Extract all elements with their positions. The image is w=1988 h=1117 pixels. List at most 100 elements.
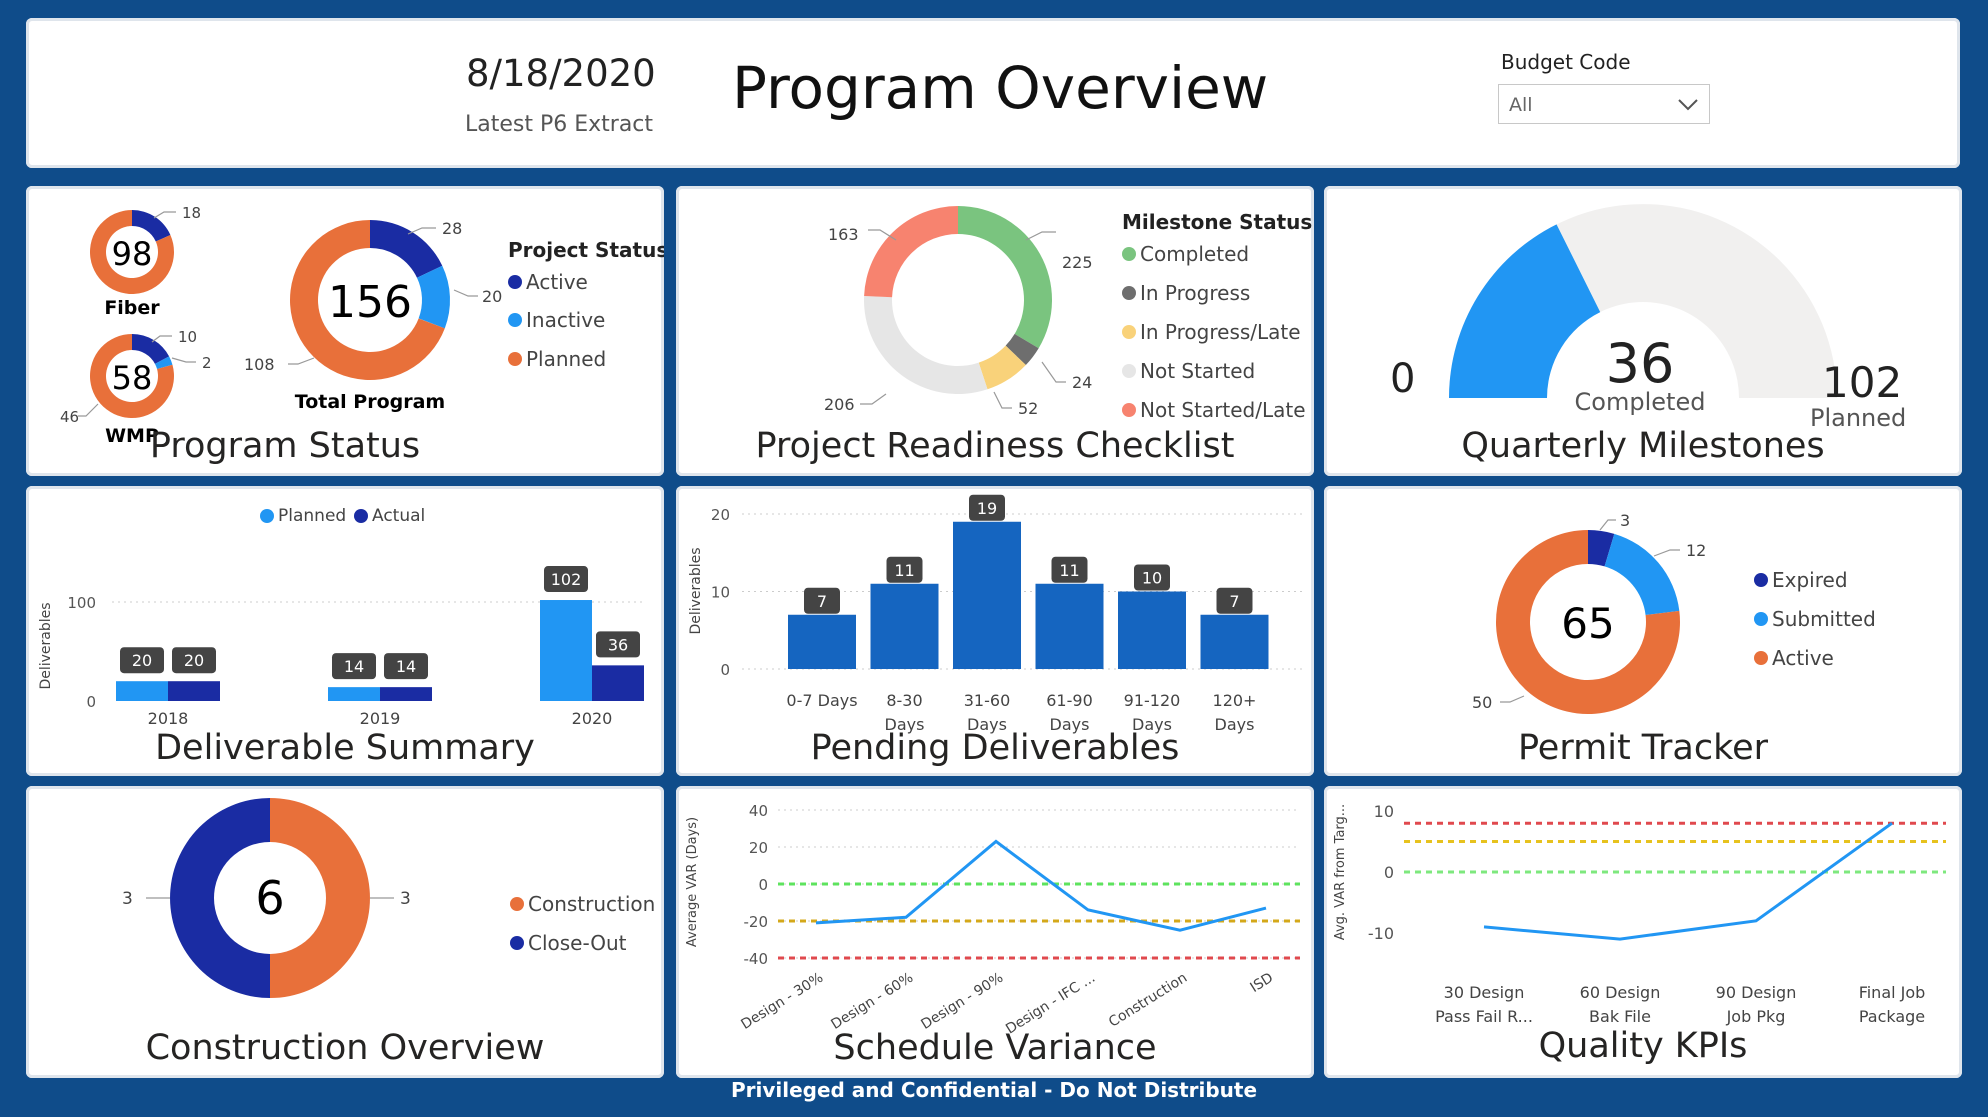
budget-code-dropdown[interactable]: All xyxy=(1498,84,1710,124)
data-label-bg-planned-2018 xyxy=(120,647,164,674)
legend-dot-inactive xyxy=(508,313,522,327)
readiness-donut-slice-2 xyxy=(978,345,1026,390)
construction-donut-chart: 6 3 3 xyxy=(122,798,411,998)
legend-not-started[interactable]: Not Started xyxy=(1122,359,1255,383)
x-tick-0: Design - 30% xyxy=(738,970,826,1033)
x-tick-2: Design - 90% xyxy=(918,970,1006,1033)
wmp-leader-1 xyxy=(171,357,196,363)
y-axis-label: Average VAR (Days) xyxy=(685,817,700,947)
total-data-label-0: 28 xyxy=(442,219,462,238)
legend-actual-bar[interactable]: Actual xyxy=(354,506,425,526)
schedule-variance-chart: 40 20 0 -20 -40 Average VAR (Days) Design - 30… xyxy=(685,802,1300,1037)
x-tick-3-line-1: Package xyxy=(1859,1007,1925,1026)
x-tick-2019: 2019 xyxy=(360,709,401,728)
legend-in-progress-late[interactable]: In Progress/Late xyxy=(1122,320,1301,344)
permit-title: Permit Tracker xyxy=(1517,728,1769,768)
x-tick-0-line-1: Pass Fail R... xyxy=(1435,1007,1533,1026)
confidentiality-footer: Privileged and Confidential - Do Not Dis… xyxy=(730,1078,1258,1102)
data-label-bg-2 xyxy=(969,494,1005,521)
bar-actual-2018 xyxy=(168,681,220,701)
legend-expired[interactable]: Expired xyxy=(1754,568,1848,592)
total-donut-slice-0 xyxy=(370,220,443,278)
x-tick-2018: 2018 xyxy=(148,709,189,728)
quarterly-panel: 0 102 Planned 36 Completed Quarterly Mil… xyxy=(1324,186,1962,476)
legend-active-permit[interactable]: Active xyxy=(1754,646,1834,670)
fiber-donut-slice-0 xyxy=(132,210,171,242)
readiness-donut-chart: 225 24 52 206 163 xyxy=(824,206,1093,418)
x-tick-4-line-1: Days xyxy=(1132,715,1172,734)
chevron-down-icon xyxy=(1678,99,1698,111)
data-label-3: 11 xyxy=(1059,561,1079,580)
permit-data-label-0: 3 xyxy=(1620,511,1630,530)
legend-planned[interactable]: Planned xyxy=(508,347,606,371)
x-tick-4: Construction xyxy=(1106,970,1190,1031)
wmp-donut-slice-2 xyxy=(89,334,174,418)
legend-dot-actual-bar xyxy=(354,509,368,523)
data-label-0: 7 xyxy=(817,592,827,611)
y-tick-1: 0 xyxy=(1384,863,1394,882)
pending-panel: 0 10 20 Deliverables 7 0-7 Days 11 8-30 Days 19 31… xyxy=(676,486,1314,776)
wmp-leader-0 xyxy=(151,335,172,343)
fiber-data-label-0: 18 xyxy=(182,204,201,222)
legend-active[interactable]: Active xyxy=(508,270,588,294)
permit-data-label-2: 50 xyxy=(1472,693,1492,712)
x-tick-1-line-0: 8-30 xyxy=(886,691,922,710)
total-leader-1 xyxy=(453,289,478,297)
x-tick-3-line-0: 61-90 xyxy=(1046,691,1093,710)
quality-title: Quality KPIs xyxy=(1538,1026,1748,1066)
fiber-leader-0 xyxy=(153,211,176,219)
wmp-data-label-0: 10 xyxy=(178,328,197,346)
gauge-max-caption: Planned xyxy=(1810,404,1907,432)
data-label-actual-2020: 36 xyxy=(608,635,628,654)
readiness-panel: 225 24 52 206 163 Milestone Status Completed… xyxy=(676,186,1314,476)
legend-planned-bar[interactable]: Planned xyxy=(260,506,346,526)
x-tick-3-line-0: Final Job xyxy=(1859,983,1926,1002)
legend-dot-planned-bar xyxy=(260,509,274,523)
total-label: Total Program xyxy=(295,391,445,413)
legend-in-progress[interactable]: In Progress xyxy=(1122,281,1250,305)
header-panel: 8/18/2020 Latest P6 Extract Program Over… xyxy=(26,18,1960,168)
budget-code-value: All xyxy=(1509,94,1533,116)
readiness-data-label-2: 52 xyxy=(1018,399,1038,418)
x-tick-2020: 2020 xyxy=(572,709,613,728)
x-tick-2-line-1: Job Pkg xyxy=(1726,1007,1786,1026)
legend-construction[interactable]: Construction xyxy=(510,892,655,916)
pending-deliverables-chart: 0 10 20 Deliverables 7 0-7 Days 11 8-30 Days 19 31… xyxy=(688,494,1304,734)
legend-not-started-late[interactable]: Not Started/Late xyxy=(1122,398,1306,422)
legend-completed[interactable]: Completed xyxy=(1122,242,1249,266)
y-tick-2: 0 xyxy=(758,876,768,894)
data-label-5: 7 xyxy=(1229,592,1239,611)
bar-planned-2018 xyxy=(116,681,168,701)
total-data-label-1: 20 xyxy=(482,287,502,306)
total-data-label-2: 108 xyxy=(244,355,275,374)
bar-3 xyxy=(1035,583,1104,669)
total-leader-2 xyxy=(288,357,315,365)
readiness-donut-slice-4 xyxy=(864,206,958,298)
legend-submitted[interactable]: Submitted xyxy=(1754,607,1876,631)
fiber-center-value: 98 xyxy=(112,235,153,273)
permit-panel: 65 3 12 50 Expired Submitted Active Permit … xyxy=(1324,486,1962,776)
legend-dot-not-started-late xyxy=(1122,403,1136,417)
construction-center-value: 6 xyxy=(255,871,284,925)
bar-actual-2020 xyxy=(592,665,644,701)
readiness-donut-slice-1 xyxy=(1005,333,1039,366)
y-tick-0: 10 xyxy=(1374,802,1394,821)
data-label-4: 10 xyxy=(1142,569,1162,588)
legend-inactive[interactable]: Inactive xyxy=(508,308,605,332)
data-label-bg-actual-2019 xyxy=(384,653,428,680)
gauge-fill xyxy=(1449,224,1601,398)
program-status-chart: 98 Fiber 18 58 WMP 10 2 46 156 Total Program 28 20 1… xyxy=(60,204,502,447)
data-label-bg-actual-2020 xyxy=(596,631,640,658)
variance-line xyxy=(815,839,1267,932)
program-status-title: Program Status xyxy=(149,426,421,466)
y-tick-10: 10 xyxy=(711,584,730,602)
legend-close-out[interactable]: Close-Out xyxy=(510,931,627,955)
extract-date: 8/18/2020 xyxy=(466,52,656,95)
total-leader-0 xyxy=(407,227,436,235)
permit-data-label-1: 12 xyxy=(1686,541,1706,560)
legend-dot-construction xyxy=(510,897,524,911)
readiness-donut-slice-0 xyxy=(958,206,1052,349)
total-donut-slice-1 xyxy=(416,265,450,329)
quality-panel: 10 0 -10 Avg. VAR from Targ... 30 Design Pass… xyxy=(1324,786,1962,1078)
total-center-value: 156 xyxy=(328,277,412,328)
